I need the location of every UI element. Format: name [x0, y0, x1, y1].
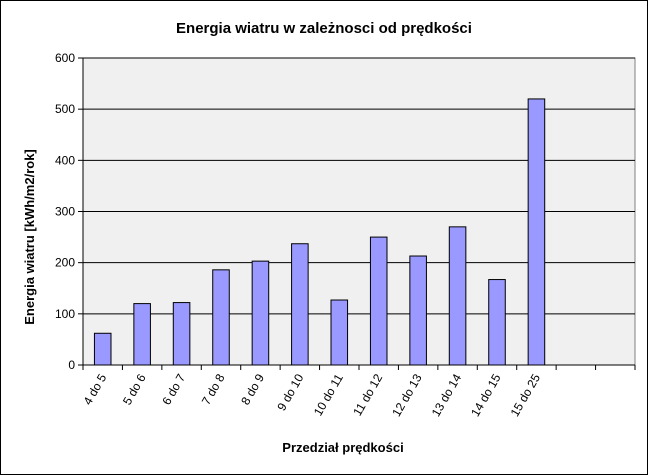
y-tick-label: 500 [55, 102, 75, 116]
x-tick-label: 4 do 5 [81, 371, 110, 407]
y-tick-label: 400 [55, 153, 75, 167]
bar [133, 303, 151, 366]
x-tick-label: 13 do 14 [429, 371, 465, 419]
y-tick-label: 0 [68, 358, 75, 372]
x-tick-label: 14 do 15 [468, 371, 504, 419]
y-tick-label: 300 [55, 205, 75, 219]
x-axis-label: Przedział prędkości [282, 440, 403, 455]
chart-title: Energia wiatru w zależnosci od prędkości [176, 20, 472, 37]
y-tick-labels: 0 100 200 300 400 500 600 [55, 51, 75, 372]
y-axis-label: Energia wiatru [kWh/m2/rok] [22, 149, 37, 325]
x-tick-label: 5 do 6 [120, 371, 149, 407]
bar [93, 332, 112, 366]
x-tick-label: 9 do 10 [274, 371, 306, 413]
bar [212, 269, 230, 366]
x-tick-label: 8 do 9 [238, 371, 267, 407]
x-tick-label: 12 do 13 [389, 371, 425, 419]
y-tick-label: 200 [55, 256, 75, 270]
x-tick-label: 7 do 8 [199, 371, 228, 407]
x-tick-label: 15 do 25 [508, 371, 544, 419]
bar [448, 226, 467, 366]
x-tick-label: 10 do 11 [311, 371, 346, 418]
axes [78, 57, 636, 370]
bar [527, 98, 546, 366]
bar [291, 243, 309, 366]
bar [330, 299, 349, 366]
bar [172, 302, 191, 366]
bar [488, 279, 506, 366]
x-tick-label: 11 do 12 [350, 371, 385, 418]
x-tick-label: 6 do 7 [159, 371, 188, 407]
bar [409, 255, 427, 366]
y-tick-label: 100 [55, 307, 75, 321]
bar [251, 260, 270, 366]
y-tick-label: 600 [55, 51, 75, 65]
bar [369, 236, 388, 366]
